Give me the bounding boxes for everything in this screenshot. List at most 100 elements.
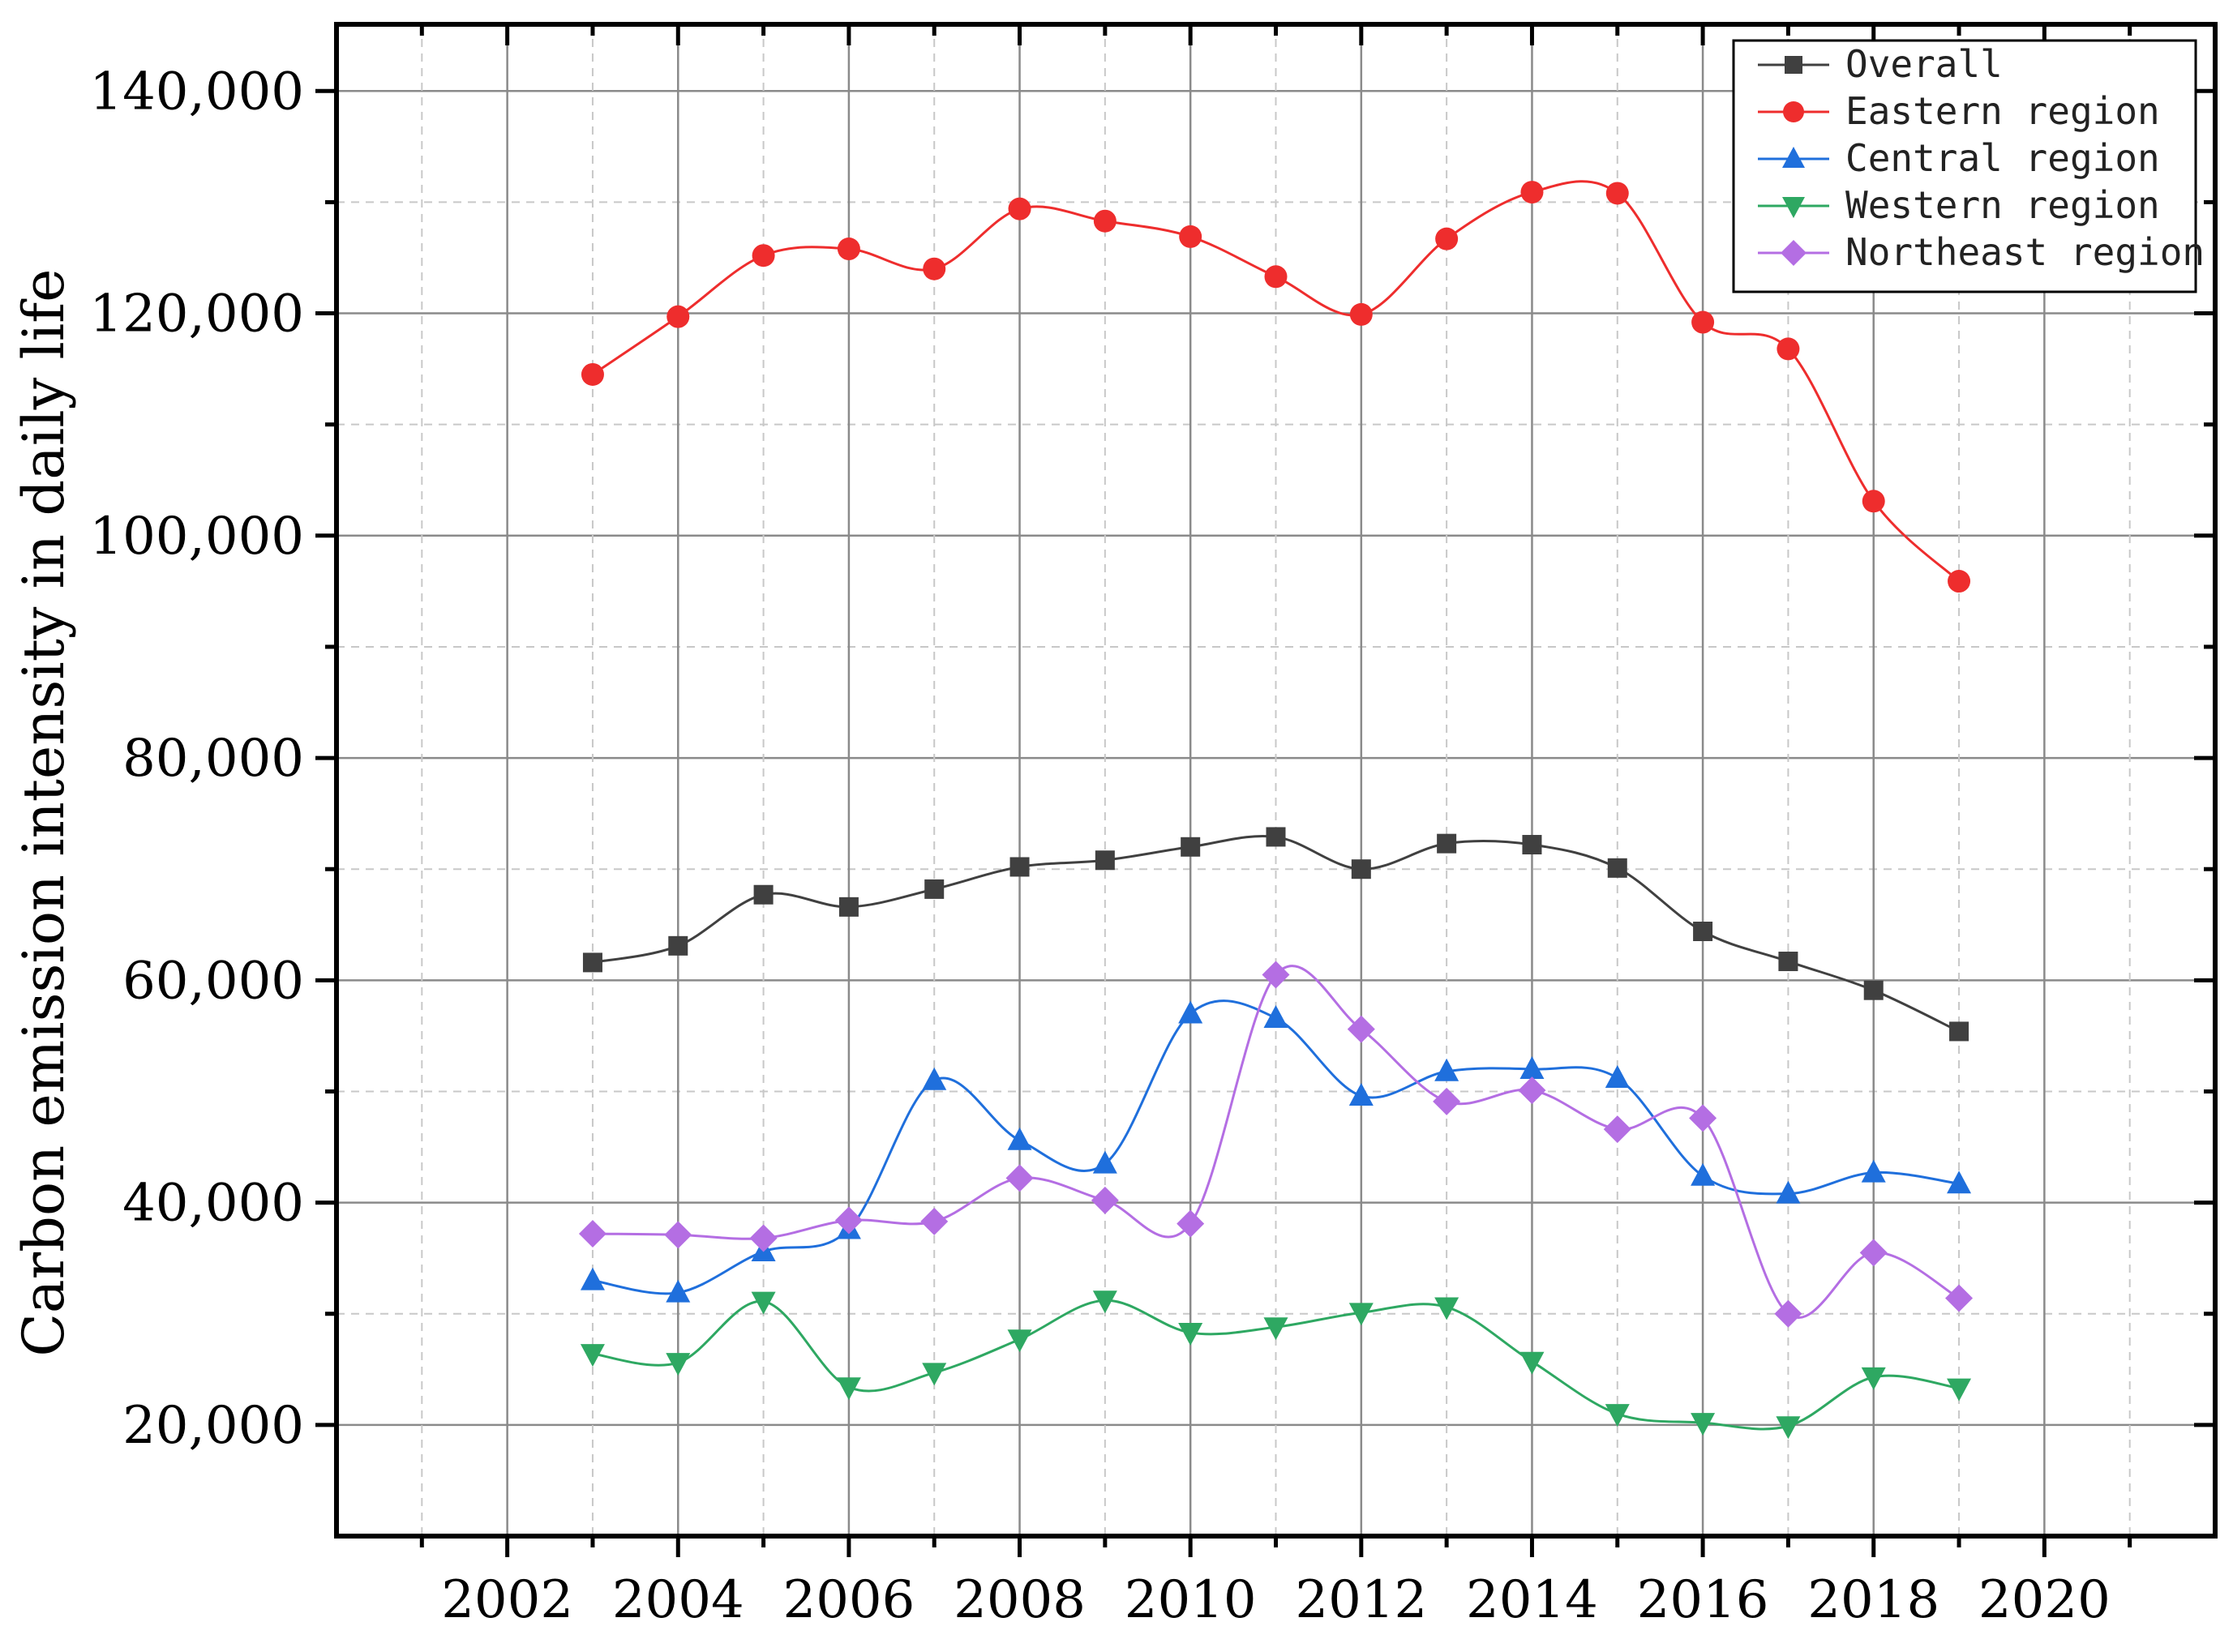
- y-tick-label: 80,000: [122, 729, 304, 789]
- central-region-point: [1178, 1000, 1203, 1024]
- northeast-region-point: [1091, 1186, 1119, 1214]
- eastern-region-point: [1179, 225, 1202, 248]
- western-region-point: [1263, 1317, 1288, 1341]
- central-region-point: [922, 1067, 947, 1090]
- x-tick-label: 2016: [1637, 1570, 1769, 1630]
- overall-point: [1266, 827, 1286, 847]
- northeast-region-point: [1945, 1284, 1974, 1312]
- western-region-point: [1434, 1297, 1459, 1320]
- x-tick-label: 2018: [1807, 1570, 1939, 1630]
- western-region-point: [1007, 1329, 1032, 1353]
- eastern-region-point: [1862, 490, 1885, 513]
- overall-point: [838, 897, 859, 917]
- eastern-region-point: [1008, 197, 1031, 220]
- central-region-point: [580, 1267, 605, 1290]
- western-region-point: [1861, 1367, 1886, 1390]
- western-region-point: [836, 1377, 861, 1401]
- overall-point: [1607, 858, 1627, 878]
- western-region-point: [922, 1363, 947, 1386]
- legend-label: Northeast region: [1845, 230, 2205, 274]
- overall-legend-marker: [1785, 56, 1802, 74]
- northeast-region-point: [1005, 1164, 1034, 1192]
- x-tick-label: 2008: [954, 1570, 1086, 1630]
- overall-point: [753, 884, 774, 905]
- northeast-region-point: [749, 1224, 778, 1252]
- y-tick-label: 120,000: [89, 285, 304, 345]
- overall-point: [582, 952, 602, 973]
- eastern-region-point: [1520, 181, 1544, 204]
- overall-point: [1009, 857, 1030, 877]
- eastern-region-legend-marker: [1783, 101, 1804, 122]
- overall-point: [1095, 850, 1115, 871]
- eastern-region-point: [1264, 265, 1288, 289]
- central-region-point: [1348, 1082, 1374, 1106]
- central-region-point: [1776, 1180, 1801, 1204]
- northeast-region-point: [1433, 1087, 1461, 1115]
- eastern-region-point: [923, 257, 946, 280]
- northeast-region-point: [1177, 1209, 1205, 1238]
- x-tick-label: 2014: [1466, 1570, 1598, 1630]
- eastern-region-point: [1093, 209, 1116, 233]
- central-region-point: [1519, 1056, 1545, 1080]
- x-axis-tick-labels: 2002 2004 2006 2008 2010 2012 2014 2016 2018 2020: [441, 1570, 2111, 1630]
- x-tick-label: 2020: [1978, 1570, 2111, 1630]
- central-region-legend-marker: [1782, 147, 1805, 168]
- central-region-point: [1947, 1171, 1972, 1194]
- overall-point: [1181, 837, 1201, 857]
- central-region-point: [1007, 1127, 1032, 1150]
- western-region-point: [751, 1291, 776, 1315]
- central-region-point: [1605, 1065, 1630, 1089]
- western-region-point: [1178, 1323, 1203, 1346]
- x-tick-label: 2006: [782, 1570, 915, 1630]
- northeast-region-point: [1518, 1076, 1546, 1105]
- western-region-point: [1348, 1303, 1374, 1326]
- central-region-point: [1691, 1162, 1716, 1186]
- western-region-point: [1092, 1290, 1117, 1314]
- overall-point: [668, 935, 688, 956]
- western-region-point: [1605, 1404, 1630, 1427]
- y-tick-label: 20,000: [122, 1396, 304, 1456]
- central-region-point: [1861, 1159, 1886, 1183]
- western-region-point: [1776, 1416, 1801, 1440]
- overall-point: [1863, 980, 1884, 1000]
- x-tick-label: 2012: [1295, 1570, 1427, 1630]
- eastern-region-point: [1605, 182, 1629, 205]
- legend-label: Central region: [1845, 136, 2160, 180]
- y-axis-title: Carbon emission intensity in daily life: [11, 268, 77, 1356]
- western-region-point: [666, 1353, 691, 1376]
- x-tick-label: 2004: [612, 1570, 744, 1630]
- northeast-region-point: [578, 1220, 606, 1248]
- eastern-region-point: [752, 244, 775, 267]
- northeast-region-point: [920, 1207, 949, 1235]
- eastern-region-point: [837, 238, 860, 261]
- eastern-region-point: [1777, 337, 1800, 361]
- northeast-region-legend-marker: [1781, 240, 1807, 266]
- overall-point: [1351, 859, 1371, 879]
- central-region-point: [1092, 1150, 1117, 1174]
- western-region-legend-marker: [1782, 197, 1805, 218]
- western-region-point: [1691, 1413, 1716, 1436]
- legend-label: Western region: [1845, 183, 2160, 227]
- western-region-point: [1947, 1378, 1972, 1402]
- y-tick-label: 100,000: [89, 507, 304, 567]
- central-region-point: [1434, 1058, 1459, 1081]
- overall-point: [1949, 1021, 1969, 1042]
- eastern-region-point: [581, 362, 604, 386]
- y-tick-label: 60,000: [122, 951, 304, 1011]
- eastern-region-point: [1691, 310, 1715, 334]
- northeast-region-point: [1859, 1239, 1888, 1267]
- central-region-point: [666, 1279, 691, 1303]
- northeast-region-point: [1689, 1104, 1717, 1132]
- central-region-point: [1263, 1004, 1288, 1028]
- northeast-region-point: [664, 1221, 692, 1249]
- x-tick-label: 2002: [441, 1570, 573, 1630]
- northeast-region-point: [1262, 961, 1290, 989]
- overall-point: [1437, 833, 1457, 854]
- overall-point: [1522, 835, 1542, 855]
- northeast-region-point: [1603, 1115, 1631, 1144]
- y-tick-label: 140,000: [89, 62, 304, 122]
- eastern-region-line: [592, 180, 1961, 583]
- legend-box: [1732, 39, 2197, 293]
